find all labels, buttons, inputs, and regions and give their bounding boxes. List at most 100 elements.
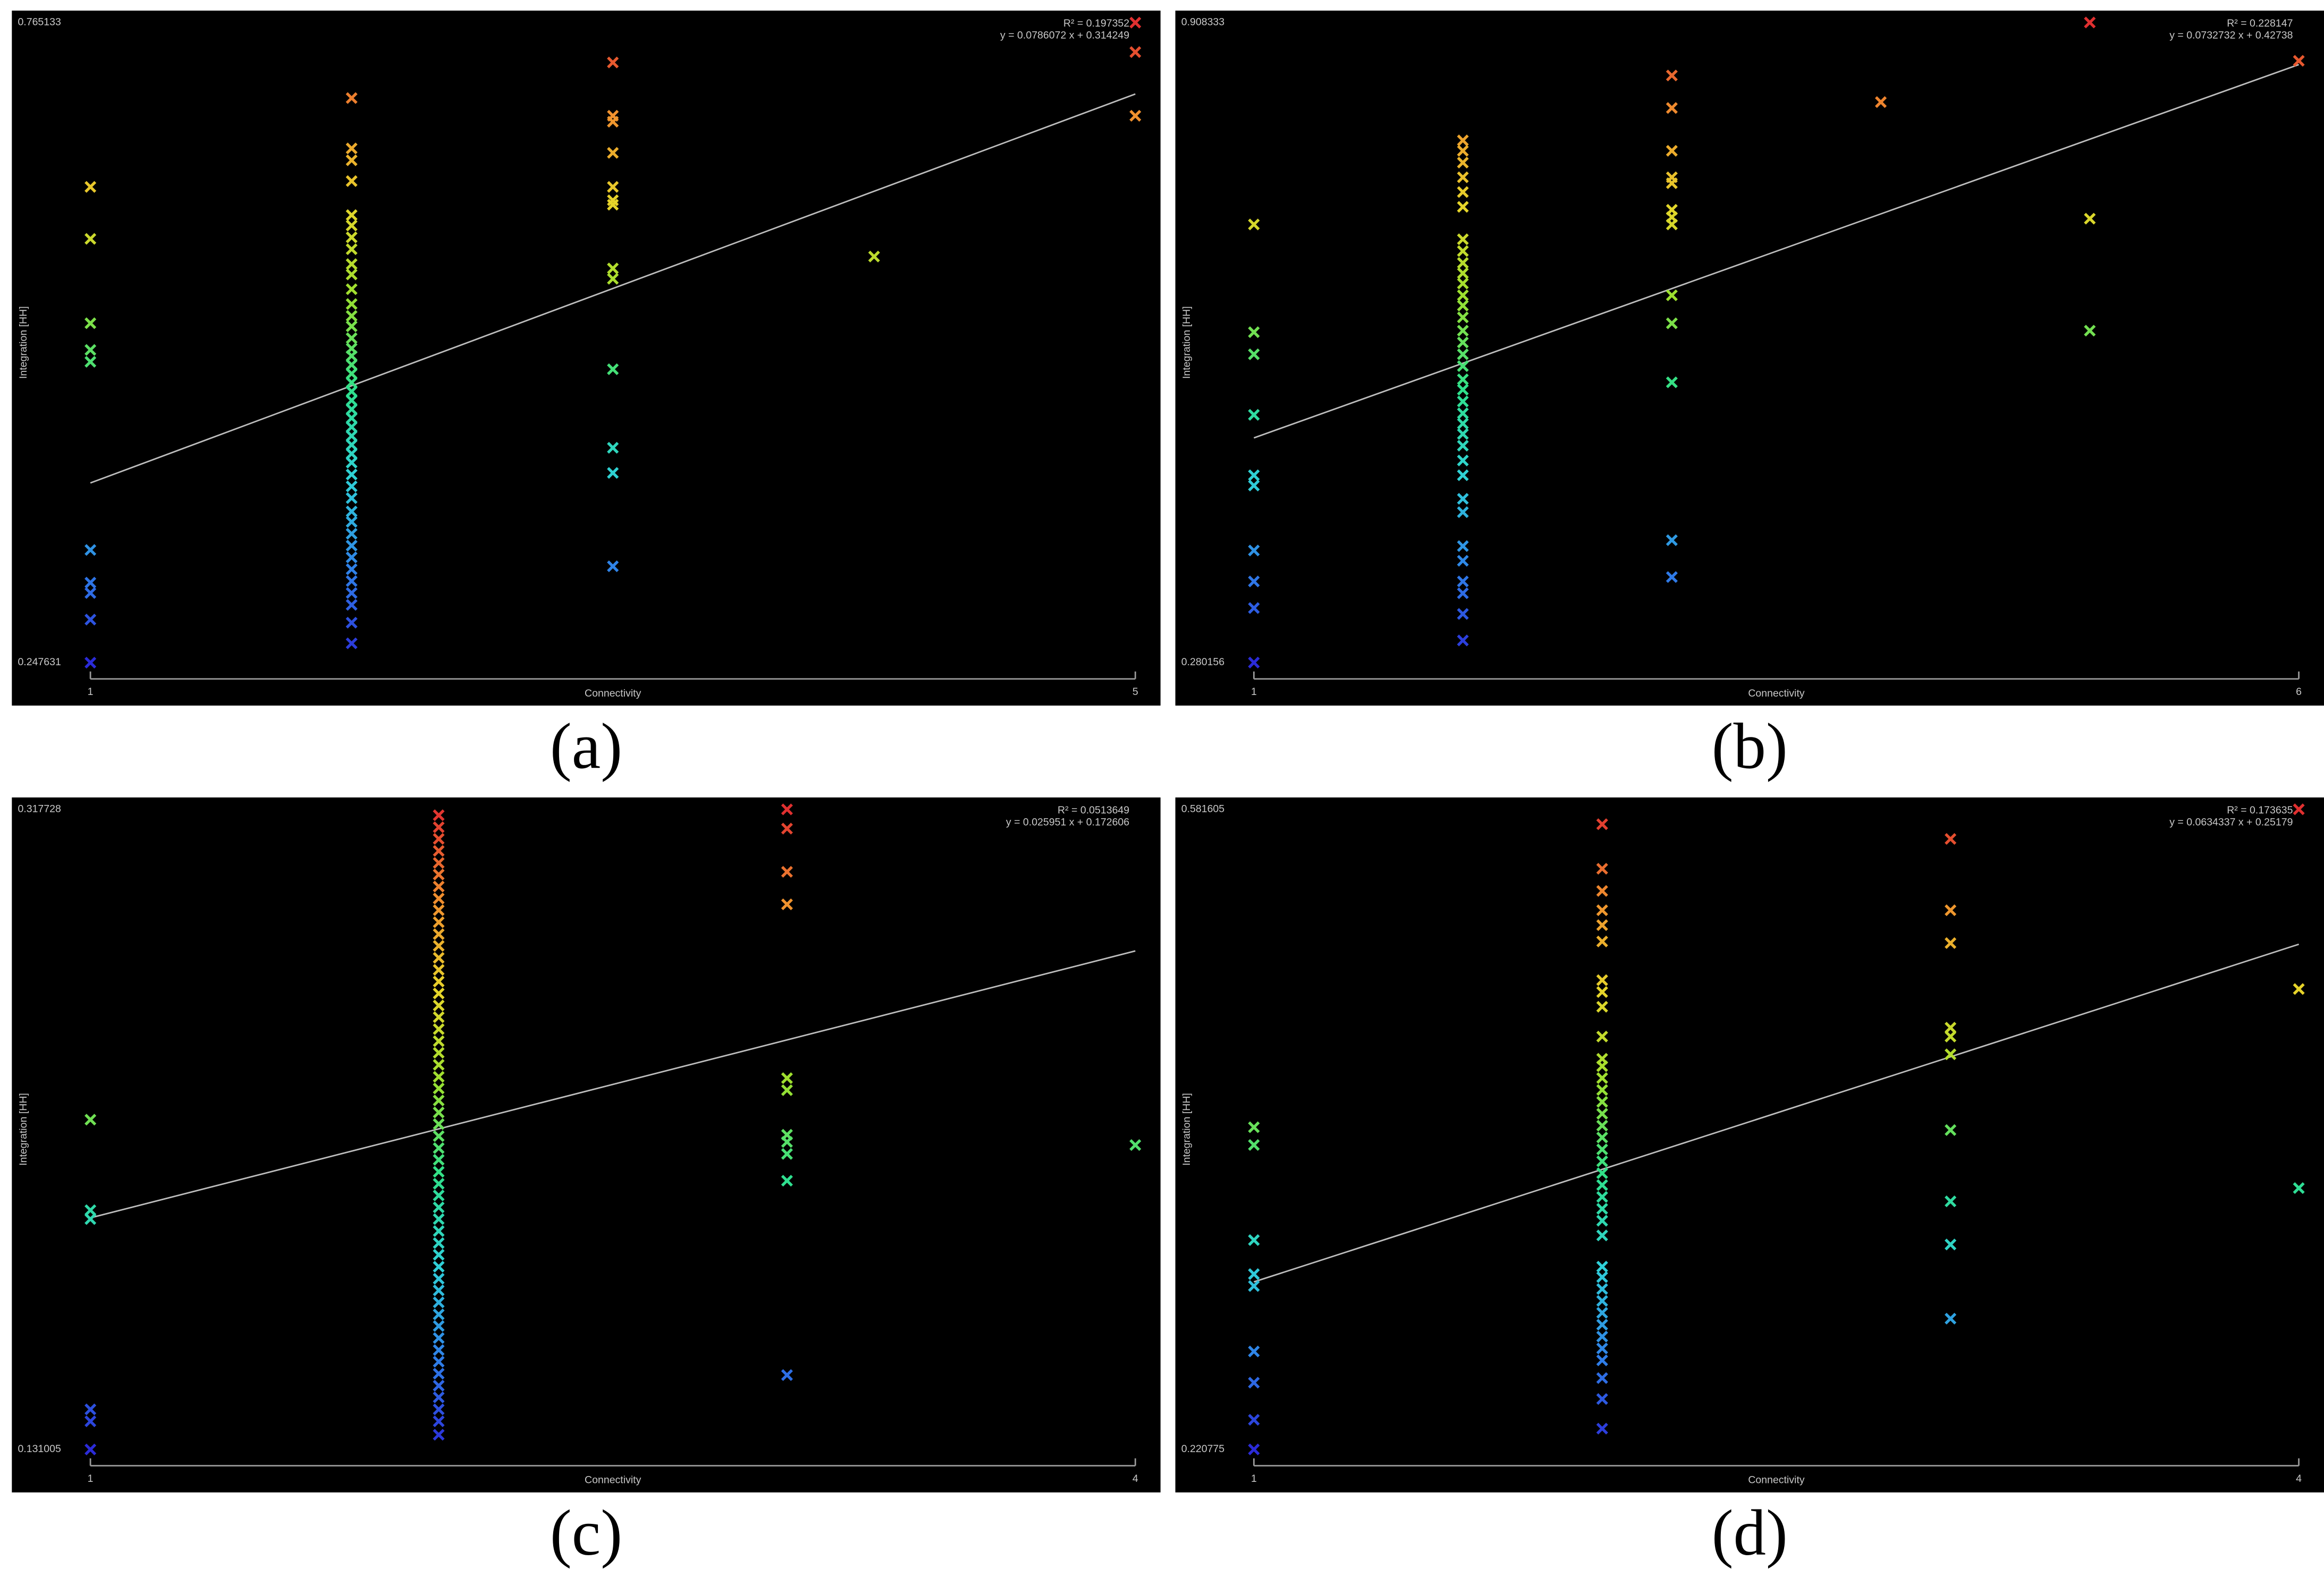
x-tick-label: 1 [88,1473,94,1485]
data-point [1945,937,1957,949]
data-point [433,1047,445,1059]
y-tick-label: 0.131005 [18,1443,61,1455]
data-point [345,528,358,540]
data-point [433,1320,445,1332]
x-tick-label: 1 [88,686,94,698]
data-point [345,492,358,504]
data-point [84,657,97,669]
panel-caption: (c) [550,1497,622,1569]
x-tick-label: 6 [2296,686,2302,698]
data-point [84,544,97,556]
data-point [781,898,793,911]
data-point [781,822,793,835]
data-point [1457,171,1469,183]
data-point [607,181,619,193]
data-point [345,231,358,243]
data-point [607,560,619,572]
data-point [433,1023,445,1036]
data-point [345,439,358,451]
data-point [1129,1139,1142,1151]
data-point [433,1166,445,1178]
data-point [1457,245,1469,257]
data-point [345,298,358,310]
data-point [1596,1271,1608,1283]
x-tick-label: 1 [1251,686,1257,698]
data-point [1457,469,1469,481]
data-point [84,587,97,599]
data-point [433,1296,445,1309]
data-point [607,115,619,128]
data-point [781,1148,793,1160]
y-tick-label: 0.317728 [18,803,61,815]
data-point [1596,1167,1608,1180]
data-point [1248,1280,1260,1292]
data-point [1457,325,1469,337]
data-point [607,262,619,275]
data-point [1596,1422,1608,1435]
y-tick-label: 0.280156 [1181,656,1224,668]
equation-label: y = 0.0634337 x + 0.25179 [2169,816,2293,828]
data-point [1596,1191,1608,1203]
data-point [1666,317,1678,329]
data-point [433,987,445,999]
data-point [1457,233,1469,245]
data-point [345,376,358,389]
data-point [1457,418,1469,430]
y-tick-label: 0.908333 [1181,16,1224,28]
data-point [1457,360,1469,372]
x-axis-label: Connectivity [1748,1474,1805,1486]
data-point [433,1071,445,1083]
data-point [433,833,445,845]
data-point [1457,289,1469,301]
data-point [345,283,358,295]
data-point [2293,803,2305,816]
data-point [1596,1393,1608,1405]
chart-panel: 1 4 0.131005 0.317728 Connectivity Integratio… [12,797,1161,1492]
data-point [433,999,445,1012]
data-point [345,142,358,155]
data-point [345,480,358,493]
data-point [607,273,619,285]
data-point [345,385,358,397]
data-point [781,1136,793,1148]
data-point [607,467,619,479]
data-point [1666,145,1678,157]
data-point [1596,1330,1608,1343]
data-point [1596,974,1608,986]
data-point [345,92,358,104]
data-point [1596,1372,1608,1384]
data-point [433,1391,445,1404]
data-point [1457,384,1469,396]
data-point [433,868,445,881]
data-point [1457,145,1469,157]
data-point [2084,16,2096,29]
data-point [345,616,358,629]
panel-caption: (d) [1712,1497,1788,1569]
data-point [1457,311,1469,324]
data-point [1129,46,1142,58]
data-point [781,866,793,878]
data-point [433,1130,445,1142]
data-point [1666,69,1678,82]
data-point [1457,407,1469,419]
data-point [84,233,97,245]
trendline [90,93,1136,484]
data-point [345,421,358,433]
data-point [1457,395,1469,408]
data-point [345,539,358,552]
data-point [2293,1182,2305,1194]
data-point [1457,555,1469,567]
data-point [1457,373,1469,386]
plot-background [1175,10,2324,706]
data-point [1945,1239,1957,1251]
data-point [1945,1312,1957,1325]
data-point [1248,1139,1260,1151]
data-point [1248,469,1260,481]
data-point [84,355,97,368]
data-point [1596,1179,1608,1191]
data-point [1596,1354,1608,1367]
data-point [433,1189,445,1201]
data-point [1248,602,1260,614]
data-point [345,637,358,649]
